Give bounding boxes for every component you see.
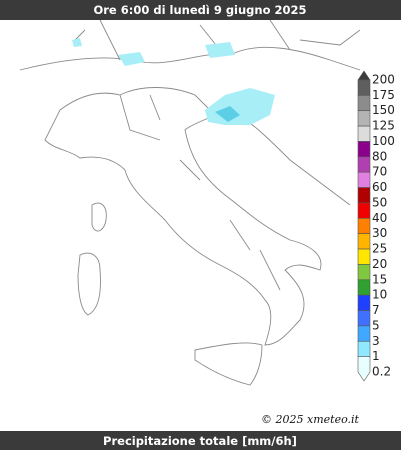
caption: Precipitazione totale [mm/6h]	[103, 434, 297, 448]
region-border	[119, 94, 281, 291]
header-background	[0, 0, 401, 20]
copyright: © 2025 xmeteo.it	[261, 413, 360, 426]
legend-label: 60	[372, 180, 387, 194]
legend-label: 25	[372, 242, 387, 256]
legend-label: 175	[372, 88, 395, 102]
title: Ore 6:00 di lunedì 9 giugno 2025	[93, 3, 306, 17]
legend-label: 200	[372, 73, 395, 87]
footer-bar: Precipitazione totale [mm/6h]	[0, 431, 401, 450]
rain-area	[118, 52, 145, 66]
precipitation	[215, 106, 240, 122]
border	[19, 46, 361, 71]
legend-label: 3	[372, 334, 380, 348]
legend-swatch	[357, 264, 371, 281]
legend-label: 15	[372, 272, 387, 286]
legend-label: 125	[372, 119, 395, 133]
legend-swatch	[357, 141, 371, 158]
sardinia	[77, 252, 101, 316]
legend-swatch	[357, 95, 371, 112]
map	[19, 19, 361, 386]
legend-label: 7	[372, 303, 380, 317]
sicily	[194, 342, 263, 386]
legend-label: 50	[372, 195, 387, 209]
corsica	[91, 202, 107, 232]
legend-swatch	[357, 294, 371, 311]
legend-label: 0.2	[372, 365, 391, 379]
border	[74, 19, 361, 61]
legend-swatch	[357, 156, 371, 173]
legend-swatch	[357, 325, 371, 342]
rain-area	[72, 38, 82, 47]
legend-label: 100	[372, 134, 395, 148]
legend-swatch	[357, 310, 371, 327]
legend-swatch	[357, 248, 371, 265]
legend-label: 80	[372, 149, 387, 163]
legend-swatch	[357, 218, 371, 234]
legend-label: 5	[372, 318, 380, 332]
legend-label: 40	[372, 211, 387, 225]
legend-swatch	[357, 187, 371, 204]
legend-swatch	[357, 340, 371, 357]
header-bar: Ore 6:00 di lunedì 9 giugno 2025	[0, 0, 401, 20]
legend-label: 20	[372, 257, 387, 271]
rain-area	[205, 42, 235, 58]
legend-label: 150	[372, 103, 395, 117]
italy-outline	[44, 87, 322, 346]
legend-cap	[357, 356, 371, 382]
legend-swatch	[357, 279, 371, 296]
legend-label: 70	[372, 165, 387, 179]
legend-swatch	[357, 202, 371, 219]
legend-swatch	[357, 233, 371, 250]
legend-label: 10	[372, 288, 387, 302]
legend-swatch	[357, 171, 371, 188]
legend-swatch	[357, 79, 371, 96]
legend-label: 30	[372, 226, 387, 240]
legend-swatch	[357, 110, 371, 127]
legend-swatch	[357, 125, 371, 142]
footer-background	[0, 431, 401, 450]
rain-area	[215, 106, 240, 122]
legend-label: 1	[372, 349, 380, 363]
